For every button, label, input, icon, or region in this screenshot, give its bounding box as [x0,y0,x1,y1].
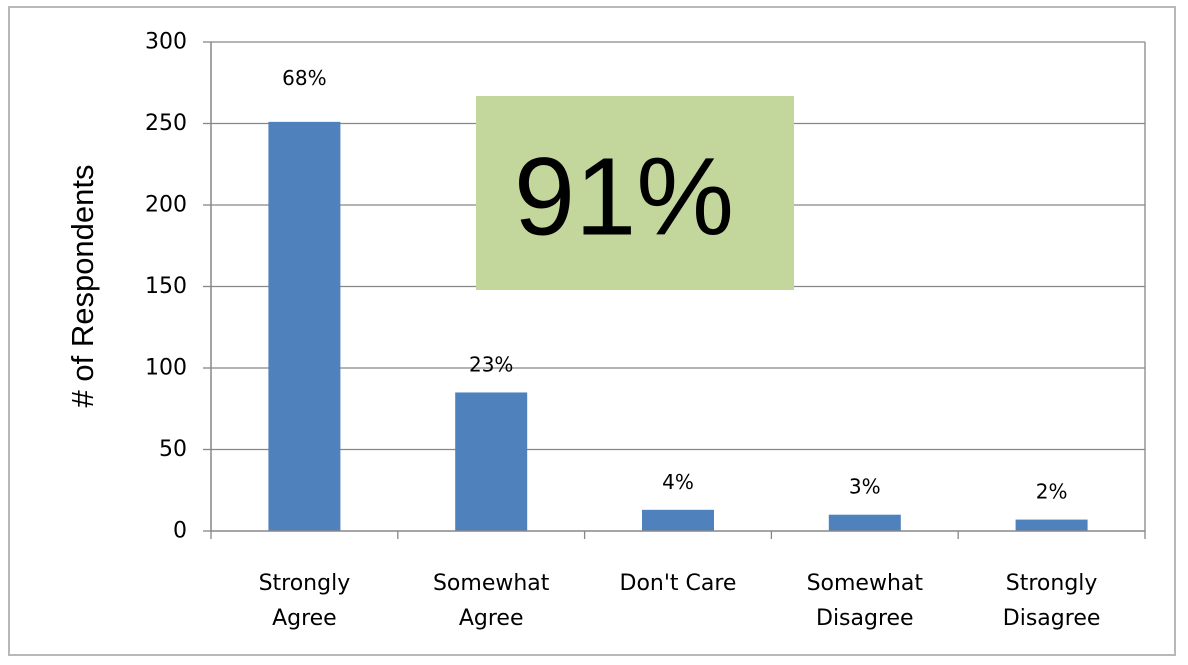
data-label: 2% [1036,480,1068,504]
x-category-label: Don't Care [620,571,737,596]
y-tick-label: 300 [145,30,187,55]
x-category-label: Strongly Disagree [1003,571,1101,631]
x-category-label: Somewhat Disagree [807,571,924,631]
y-tick-label: 50 [159,437,187,462]
x-category-label-line: Agree [272,606,337,631]
x-category-label-line: Disagree [1003,606,1101,631]
bar [1015,519,1088,531]
callout: 91% [476,96,794,290]
bar [642,509,714,531]
x-category-label-line: Strongly [1006,571,1098,596]
data-label: 68% [282,66,326,90]
callout-text: 91% [514,136,734,259]
y-tick-label: 100 [145,356,187,381]
bar [268,121,341,532]
labels: 0 50 100 150 200 250 300 68% Strongly Agree 23% Som… [145,30,1100,631]
x-category-label: Somewhat Agree [433,571,550,631]
bar [828,514,901,531]
x-category-label-line: Strongly [259,571,351,596]
bar [455,392,528,531]
y-tick-label: 200 [145,193,187,218]
y-tick-label: 150 [145,274,187,299]
bars [268,121,1088,532]
x-category-label-line: Somewhat [433,571,550,596]
y-tick-label: 0 [173,519,187,544]
y-tick-label: 250 [145,111,187,136]
x-category-label-line: Don't Care [620,571,737,596]
x-category-label-line: Agree [459,606,524,631]
x-category-label: Strongly Agree [259,571,351,631]
data-label: 4% [662,470,694,494]
data-label: 23% [469,352,513,376]
x-category-label-line: Disagree [816,606,914,631]
axes [203,41,1146,539]
y-axis-title: # of Respondents [65,164,100,407]
data-label: 3% [849,475,881,499]
x-category-label-line: Somewhat [807,571,924,596]
callout-box [476,96,794,290]
